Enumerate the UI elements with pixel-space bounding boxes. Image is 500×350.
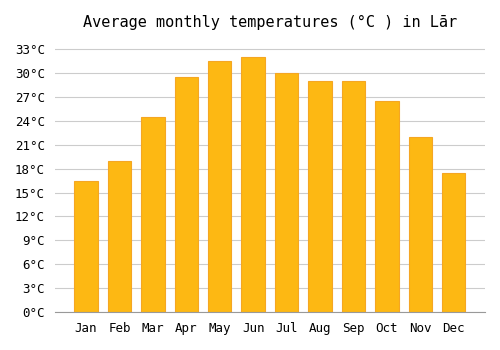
Bar	[375, 101, 398, 312]
Bar	[408, 137, 432, 312]
Bar	[74, 181, 98, 312]
Bar	[442, 173, 466, 312]
Bar	[342, 81, 365, 312]
Bar	[275, 73, 298, 312]
Bar	[174, 77, 198, 312]
Bar	[208, 61, 232, 312]
Title: Average monthly temperatures (°C ) in Lār: Average monthly temperatures (°C ) in Lā…	[83, 15, 457, 30]
Bar	[108, 161, 131, 312]
Bar	[141, 117, 165, 312]
Bar	[308, 81, 332, 312]
Bar	[242, 57, 265, 312]
